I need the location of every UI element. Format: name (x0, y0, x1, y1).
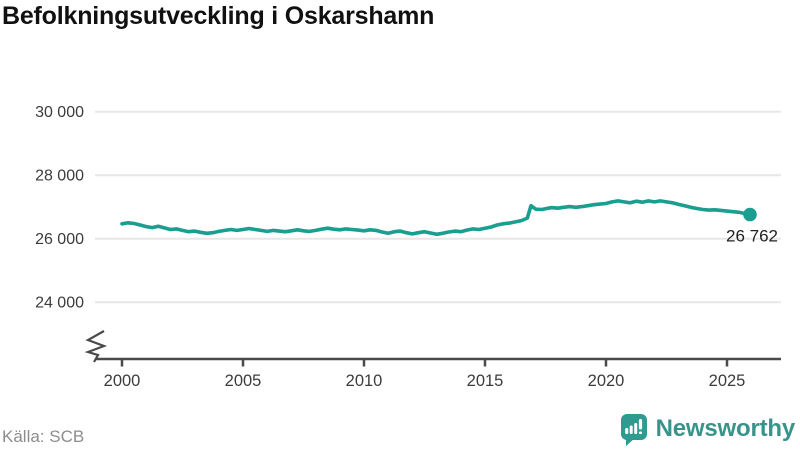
newsworthy-bubble-chart-icon (620, 414, 647, 446)
chart-title: Befolkningsutveckling i Oskarshamn (2, 2, 435, 30)
newsworthy-wordmark: Newsworthy (655, 415, 796, 442)
x-axis-tick-label: 2000 (104, 372, 141, 390)
population-series-line (120, 199, 752, 237)
x-axis-tick-label: 2010 (346, 372, 383, 390)
x-axis-tick-label: 2025 (709, 372, 746, 390)
y-axis-tick-label: 26 000 (35, 231, 84, 248)
x-axis-tick-label: 2015 (467, 372, 504, 390)
y-axis-tick-label: 24 000 (35, 295, 84, 312)
x-axis-tick-label: 2020 (588, 372, 625, 390)
y-axis-tick-label: 28 000 (35, 168, 84, 185)
source-label: Källa: SCB (2, 427, 85, 446)
newsworthy-logo: Newsworthy (619, 412, 795, 446)
y-axis-tick-label: 30 000 (35, 104, 84, 121)
x-axis-tick-label: 2005 (225, 372, 262, 390)
y-axis-break-squiggle (84, 330, 108, 363)
end-point-dot (743, 207, 757, 222)
end-value-label: 26 762 (726, 227, 778, 246)
